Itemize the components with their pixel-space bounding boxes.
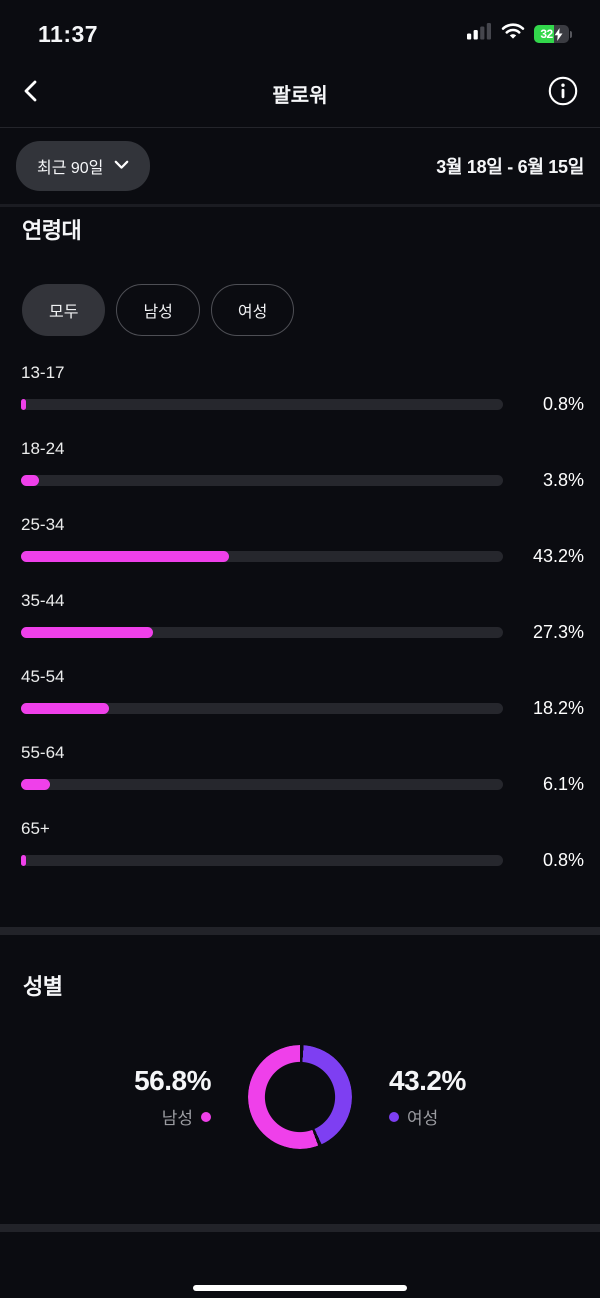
tab-all-label: 모두: [49, 304, 79, 321]
status-bar: 11:37 32: [0, 0, 600, 60]
age-bar-track: [21, 626, 503, 638]
age-bar-fill: [21, 398, 26, 410]
age-bar-fill: [21, 626, 153, 638]
wifi-icon: [501, 23, 525, 45]
age-percent-value: 27.3%: [532, 621, 584, 642]
age-percent-value: 6.1%: [542, 773, 584, 794]
male-label: 남성: [161, 1109, 193, 1128]
bottom-divider-strip: [0, 1224, 600, 1232]
section-divider: [0, 204, 600, 207]
back-chevron-icon: [20, 79, 42, 108]
age-percent-value: 0.8%: [542, 393, 584, 414]
bottom-area: [0, 1232, 600, 1298]
battery-percent: 32: [540, 27, 553, 41]
gender-section-title: 성별: [23, 974, 63, 999]
age-bar-fill: [21, 702, 109, 714]
age-bar-row: 55-64 6.1%: [21, 742, 584, 795]
filter-row: 최근 90일 3월 18일 - 6월 15일: [0, 128, 600, 204]
date-range-selector-label: 최근 90일: [37, 160, 104, 177]
age-percent-value: 18.2%: [532, 697, 584, 718]
age-bar-track: [21, 702, 503, 714]
date-range-selector[interactable]: 최근 90일: [16, 141, 151, 191]
age-bar-fill: [21, 474, 40, 486]
age-bar-row: 13-17 0.8%: [21, 362, 584, 415]
clock: 11:37: [38, 20, 99, 47]
age-percent-value: 0.8%: [542, 849, 584, 870]
age-group-label: 45-54: [21, 667, 65, 686]
gender-filter-tabs: 모두 남성 여성: [21, 284, 584, 336]
tab-male[interactable]: 남성: [116, 284, 200, 336]
age-bar-row: 45-54 18.2%: [21, 666, 584, 719]
age-bar-track: [21, 398, 503, 410]
age-bar-row: 65+ 0.8%: [21, 818, 584, 871]
tab-female[interactable]: 여성: [210, 284, 295, 336]
tab-female-label: 여성: [237, 304, 268, 321]
charging-bolt-icon: [554, 27, 563, 41]
male-legend-dot: [201, 1111, 211, 1122]
age-group-label: 13-17: [21, 363, 65, 382]
date-range-text: 3월 18일 - 6월 15일: [436, 157, 584, 177]
female-percent: 43.2%: [389, 1065, 466, 1096]
male-stat: 56.8% 남성: [91, 1065, 211, 1129]
female-label-row: 여성: [389, 1104, 509, 1129]
age-section-title: 연령대: [22, 218, 82, 243]
age-bar-fill: [21, 778, 51, 790]
chevron-down-icon: [114, 157, 129, 175]
age-bar-list: 13-17 0.8% 18-24 3.8% 25-34 43.2% 35-44 27.3% 45…: [21, 362, 584, 871]
section-divider-strip: [0, 927, 600, 935]
age-percent-value: 43.2%: [532, 545, 584, 566]
gender-section: 성별 56.8% 남성 43.2% 여성: [0, 935, 600, 1149]
info-button[interactable]: [546, 75, 580, 112]
age-bar-fill: [21, 550, 230, 562]
tab-all[interactable]: 모두: [22, 284, 106, 336]
gender-chart-row: 56.8% 남성 43.2% 여성: [22, 1045, 578, 1149]
female-legend-dot: [389, 1111, 399, 1122]
age-bar-row: 25-34 43.2%: [21, 514, 584, 567]
age-bar-track: [21, 550, 503, 562]
age-group-label: 65+: [21, 819, 50, 838]
home-indicator[interactable]: [193, 1285, 407, 1291]
age-group-label: 18-24: [21, 439, 65, 458]
age-bar-row: 35-44 27.3%: [21, 590, 584, 643]
age-bar-track: [21, 778, 503, 790]
age-group-label: 55-64: [21, 743, 65, 762]
age-section: 연령대 모두 남성 여성 13-17 0.8% 18-24 3.8% 25-34 43.2…: [0, 207, 600, 927]
male-percent: 56.8%: [134, 1065, 211, 1096]
page-title: 팔로워: [272, 85, 328, 107]
female-stat: 43.2% 여성: [389, 1065, 509, 1129]
age-bar-track: [21, 854, 503, 866]
info-icon: [547, 75, 579, 112]
age-bar-track: [21, 474, 503, 486]
back-button[interactable]: [20, 76, 56, 112]
age-percent-value: 3.8%: [542, 469, 584, 490]
status-icons: 32: [467, 23, 572, 45]
cellular-signal-icon: [467, 23, 492, 45]
tab-male-label: 남성: [143, 304, 173, 321]
age-group-label: 35-44: [21, 591, 65, 610]
male-label-row: 남성: [91, 1104, 211, 1129]
header: 팔로워: [0, 60, 600, 128]
age-bar-fill: [21, 854, 26, 866]
battery-fill: [534, 25, 555, 43]
female-label: 여성: [407, 1109, 439, 1128]
gender-donut-chart: [248, 1045, 352, 1149]
age-group-label: 25-34: [21, 515, 65, 534]
battery-icon: 32: [534, 25, 572, 43]
age-bar-row: 18-24 3.8%: [21, 438, 584, 491]
